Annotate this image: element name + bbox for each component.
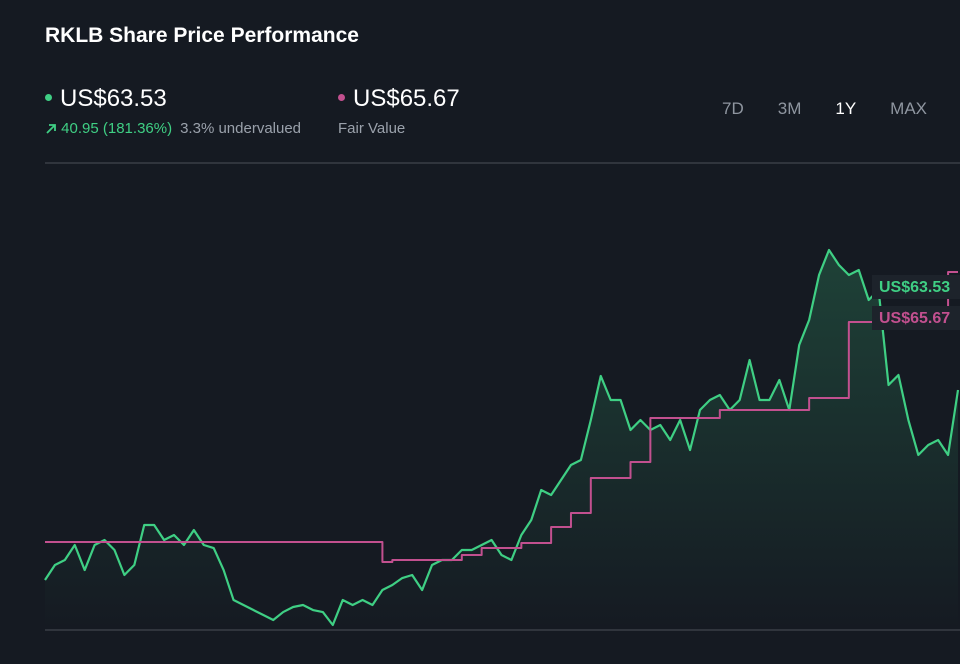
fair-end-label: US$65.67 bbox=[879, 310, 950, 327]
fair-end-label-bg bbox=[872, 306, 960, 330]
period-selector: 7D 3M 1Y MAX bbox=[705, 99, 944, 119]
price-end-label: US$63.53 bbox=[879, 279, 950, 296]
change-value: 40.95 (181.36%) bbox=[61, 120, 173, 137]
period-button[interactable]: 1Y bbox=[835, 99, 857, 118]
fair-value-line bbox=[45, 271, 958, 564]
up-arrow bbox=[46, 124, 56, 134]
price-end-label-bg bbox=[872, 275, 960, 299]
change: 40.95 (181.36%) bbox=[45, 120, 172, 137]
period-button[interactable]: 7D bbox=[722, 99, 744, 118]
price-area bbox=[45, 250, 958, 630]
period-button[interactable]: 3M bbox=[777, 99, 802, 118]
valuation: 3.3% undervalued bbox=[180, 120, 302, 137]
fair-value: US$65.67 bbox=[353, 85, 460, 112]
price-line bbox=[44, 248, 960, 627]
fair-label: Fair Value bbox=[338, 120, 406, 137]
price-heading: US$63.53 bbox=[45, 85, 167, 113]
price-sub: 40.95 (181.36%) 3.3% undervalued bbox=[45, 120, 301, 137]
fair-dot bbox=[338, 94, 345, 102]
price-dot bbox=[45, 94, 52, 102]
period-button[interactable]: MAX bbox=[890, 99, 927, 118]
fair-heading: US$65.67 bbox=[338, 85, 460, 113]
price: US$63.53 bbox=[60, 85, 167, 112]
title: RKLB Share Price Performance bbox=[45, 24, 359, 47]
